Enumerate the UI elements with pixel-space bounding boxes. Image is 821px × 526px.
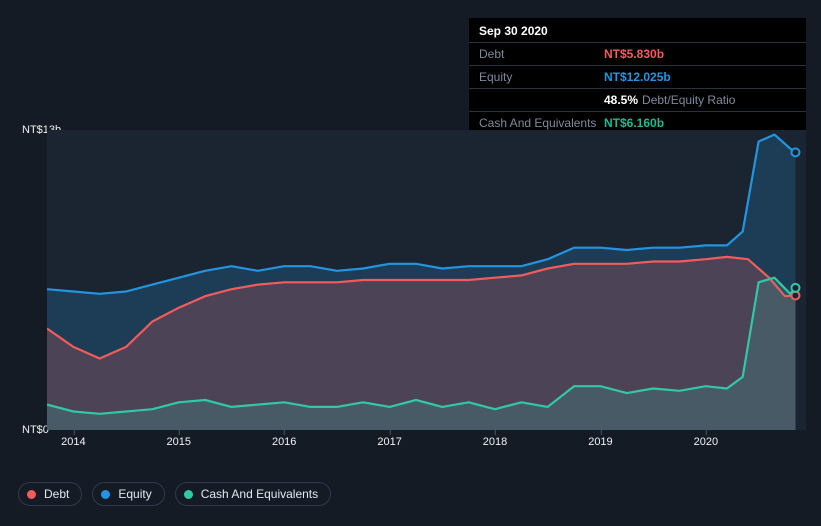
x-tick: 2020 <box>694 436 718 448</box>
chart-svg <box>47 130 806 430</box>
legend-item-debt[interactable]: Debt <box>18 482 82 506</box>
legend-label-equity: Equity <box>118 487 151 501</box>
debt-value: NT$5.830b <box>604 47 664 61</box>
debt-label: Debt <box>479 47 604 61</box>
ratio-spacer <box>479 93 604 107</box>
summary-row-equity: Equity NT$12.025b <box>469 66 806 89</box>
x-tick: 2015 <box>167 436 191 448</box>
chart: NT$0NT$13b 2014201520162017201820192020 <box>0 120 821 470</box>
x-tick: 2019 <box>588 436 612 448</box>
marker-equity <box>791 148 799 156</box>
y-tick: NT$0 <box>22 424 49 436</box>
legend-dot-debt <box>27 490 36 499</box>
marker-cash <box>791 284 799 292</box>
legend-label-cash: Cash And Equivalents <box>201 487 318 501</box>
legend-item-cash[interactable]: Cash And Equivalents <box>175 482 331 506</box>
equity-value: NT$12.025b <box>604 70 671 84</box>
summary-panel: Sep 30 2020 Debt NT$5.830b Equity NT$12.… <box>469 18 806 134</box>
x-tick: 2017 <box>377 436 401 448</box>
ratio-pct: 48.5% <box>604 93 638 107</box>
equity-label: Equity <box>479 70 604 84</box>
plot-area[interactable] <box>47 130 806 430</box>
summary-row-debt: Debt NT$5.830b <box>469 43 806 66</box>
x-axis: 2014 2015 2016 2017 2018 2019 2020 <box>47 432 806 450</box>
summary-date: Sep 30 2020 <box>469 18 806 43</box>
x-tick: 2018 <box>483 436 507 448</box>
legend-label-debt: Debt <box>44 487 69 501</box>
legend-dot-equity <box>101 490 110 499</box>
legend-item-equity[interactable]: Equity <box>92 482 164 506</box>
x-tick: 2014 <box>61 436 85 448</box>
legend-dot-cash <box>184 490 193 499</box>
legend: Debt Equity Cash And Equivalents <box>18 482 331 506</box>
summary-row-ratio: 48.5% Debt/Equity Ratio <box>469 89 806 112</box>
ratio-label: Debt/Equity Ratio <box>642 93 735 107</box>
x-tick: 2016 <box>272 436 296 448</box>
